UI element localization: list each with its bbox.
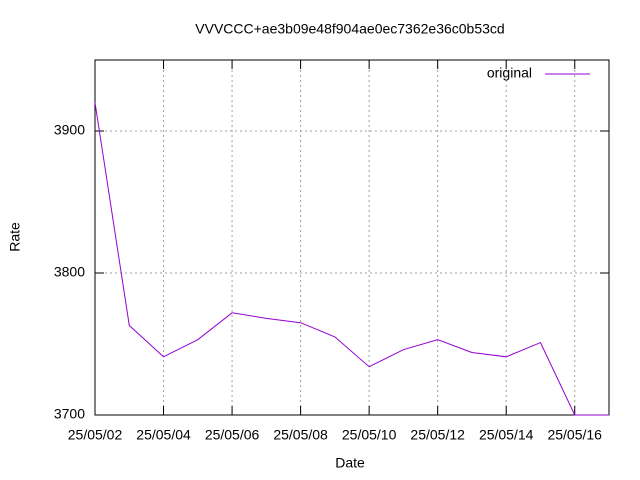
y-axis-label: Rate bbox=[7, 222, 23, 252]
x-tick-label: 25/05/04 bbox=[136, 427, 191, 443]
x-tick-label: 25/05/10 bbox=[342, 427, 397, 443]
plot-border bbox=[94, 59, 610, 416]
x-tick-label: 25/05/06 bbox=[205, 427, 260, 443]
x-tick-label: 25/05/14 bbox=[479, 427, 534, 443]
y-tick-label: 3700 bbox=[54, 406, 85, 422]
series-line bbox=[94, 102, 609, 416]
y-tick-label: 3900 bbox=[54, 122, 85, 138]
x-tick-label: 25/05/02 bbox=[68, 427, 123, 443]
legend-label: original bbox=[487, 65, 532, 81]
x-tick-label: 25/05/12 bbox=[410, 427, 465, 443]
chart-title: VVVCCC+ae3b09e48f904ae0ec7362e36c0b53cd bbox=[195, 21, 504, 37]
y-tick-label: 3800 bbox=[54, 264, 85, 280]
x-tick-label: 25/05/08 bbox=[273, 427, 328, 443]
x-axis-label: Date bbox=[335, 455, 365, 471]
x-tick-label: 25/05/16 bbox=[547, 427, 602, 443]
